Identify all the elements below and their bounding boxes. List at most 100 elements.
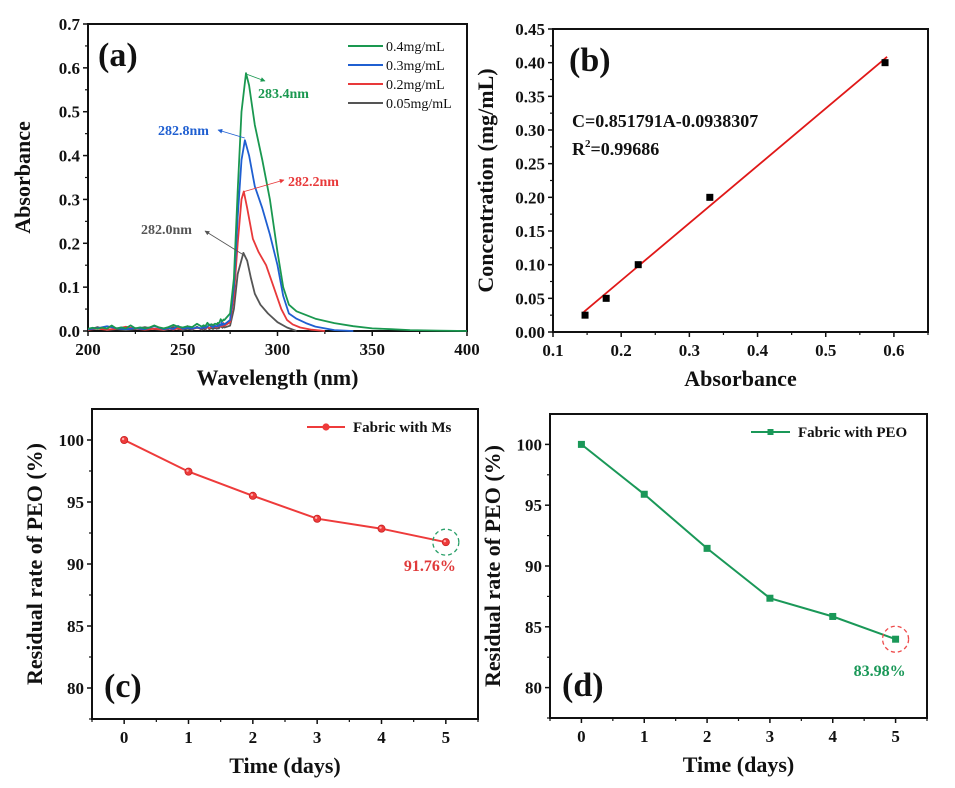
panel-b-x-axis-title: Absorbance — [684, 366, 797, 391]
annotation-arrow — [244, 178, 285, 192]
peak-annotation-label: 282.8nm — [158, 124, 209, 139]
panel-d-residual-peo: 0 1 2 3 4 5 80 85 90 95 100 83.98% Fabric with PEO… — [480, 413, 928, 777]
panel-c-series: 91.76% — [120, 435, 460, 575]
x-tick-label: 1 — [640, 727, 649, 746]
series-line — [580, 443, 896, 641]
panel-a-y-axis-title: Absorbance — [10, 121, 35, 234]
y-tick-label: 95 — [525, 496, 542, 515]
series-line-0-4mg-mL — [87, 72, 468, 332]
final-value-label: 91.76% — [404, 558, 456, 575]
data-point-circle — [184, 467, 193, 476]
panel-a-annotations: 283.4nm 282.8nm 282.2nm 282.0nm — [141, 74, 339, 255]
peak-annotation-label: 282.0nm — [141, 223, 192, 238]
data-point-highlight — [443, 539, 447, 543]
series-line-0-2mg-mL — [87, 190, 325, 332]
data-point-circle — [120, 435, 129, 444]
x-tick-label: 250 — [170, 340, 196, 359]
panel-d-series: 83.98% — [577, 440, 910, 680]
legend-label: 0.2mg/mL — [386, 78, 445, 93]
y-tick-label: 0.1 — [59, 278, 80, 297]
r2-superscript: 2 — [585, 138, 591, 150]
y-tick-label: 0.35 — [515, 87, 545, 106]
panel-a-series — [87, 72, 468, 332]
y-tick-label: 0.25 — [515, 155, 545, 174]
y-tick-label: 0.3 — [59, 190, 80, 209]
x-tick-label: 200 — [75, 340, 101, 359]
x-tick-label: 4 — [377, 728, 386, 747]
y-tick-label: 0.30 — [515, 121, 545, 140]
x-tick-label: 0.2 — [611, 341, 632, 360]
x-tick-label: 0.4 — [747, 341, 769, 360]
data-point-square — [602, 294, 610, 302]
legend-swatch-marker — [767, 429, 774, 435]
panel-b-r-squared: R2=0.99686 — [572, 138, 659, 159]
y-tick-label: 0.6 — [59, 59, 80, 78]
panel-b-ticks: 0.1 0.2 0.3 0.4 0.5 0.6 0.00 0.05 0.10 0.15 0.20 0.… — [515, 20, 929, 360]
y-tick-label: 0.45 — [515, 20, 545, 39]
y-tick-label: 0.10 — [515, 256, 545, 275]
x-tick-label: 350 — [360, 340, 386, 359]
x-tick-label: 5 — [891, 727, 900, 746]
panel-c-x-axis-title: Time (days) — [229, 753, 340, 778]
panel-d-ticks: 0 1 2 3 4 5 80 85 90 95 100 — [517, 435, 928, 746]
annotation-arrow — [247, 74, 266, 82]
data-point-highlight — [314, 516, 318, 519]
highlight-dashed-circle — [881, 625, 910, 653]
linear-fit-line — [583, 56, 888, 313]
data-point-square — [881, 59, 889, 67]
data-point-square — [577, 440, 585, 448]
panel-c-legend: Fabric with Ms — [307, 420, 451, 436]
y-tick-label: 90 — [525, 557, 542, 576]
annotation-arrow — [217, 128, 245, 139]
x-tick-label: 0 — [577, 727, 586, 746]
data-point-highlight — [186, 469, 189, 472]
y-tick-label: 0.2 — [59, 234, 80, 253]
series-line-0-3mg-mL — [87, 139, 354, 332]
x-tick-label: 5 — [442, 728, 451, 747]
y-tick-label: 0.5 — [59, 103, 80, 122]
y-tick-label: 85 — [525, 618, 542, 637]
y-tick-label: 85 — [67, 617, 84, 636]
panel-b-series — [581, 56, 889, 319]
x-tick-label: 3 — [313, 728, 322, 747]
data-point-square — [640, 490, 648, 498]
y-tick-label: 0.0 — [59, 322, 80, 341]
y-tick-label: 0.4 — [59, 147, 81, 166]
legend-label: 0.05mg/mL — [386, 97, 452, 112]
annotation-arrow — [204, 230, 243, 255]
y-tick-label: 95 — [67, 493, 84, 512]
panel-b-label: (b) — [569, 42, 611, 79]
y-tick-label: 100 — [517, 435, 543, 454]
y-tick-label: 0.20 — [515, 188, 545, 207]
panel-d-y-axis-title: Residual rate of PEO (%) — [480, 445, 505, 687]
data-point-highlight — [379, 526, 382, 529]
data-point-highlight — [250, 493, 254, 496]
x-tick-label: 0 — [120, 728, 129, 747]
panel-b-calibration: 0.1 0.2 0.3 0.4 0.5 0.6 0.00 0.05 0.10 0.15 0.20 0.… — [473, 20, 929, 391]
series-line — [123, 439, 447, 544]
x-tick-label: 3 — [766, 727, 775, 746]
panel-a-x-axis-title: Wavelength (nm) — [197, 365, 359, 390]
peak-annotation-label: 282.2nm — [288, 175, 339, 190]
data-point-square — [703, 544, 711, 552]
x-tick-label: 4 — [829, 727, 838, 746]
x-tick-label: 0.1 — [542, 341, 563, 360]
x-tick-label: 0.5 — [815, 341, 836, 360]
data-point-square — [706, 193, 714, 201]
data-point-circle — [377, 524, 386, 533]
panel-a-ticks: 200 250 300 350 400 0.0 0.1 0.2 0.3 0.4 0.5 0.6 0.7 — [59, 15, 480, 359]
legend-label: 0.4mg/mL — [386, 40, 445, 55]
panel-a-label: (a) — [98, 37, 138, 74]
highlight-dashed-circle — [432, 528, 460, 556]
y-tick-label: 0.00 — [515, 323, 545, 342]
y-tick-label: 80 — [525, 679, 542, 698]
y-tick-label: 0.40 — [515, 54, 545, 73]
data-point-square — [581, 311, 589, 319]
data-point-square — [634, 261, 642, 269]
data-point-highlight — [121, 437, 125, 441]
data-point-circle — [441, 538, 450, 547]
r2-prefix: R — [572, 139, 586, 159]
y-tick-label: 100 — [59, 431, 85, 450]
data-point-circle — [248, 491, 257, 500]
